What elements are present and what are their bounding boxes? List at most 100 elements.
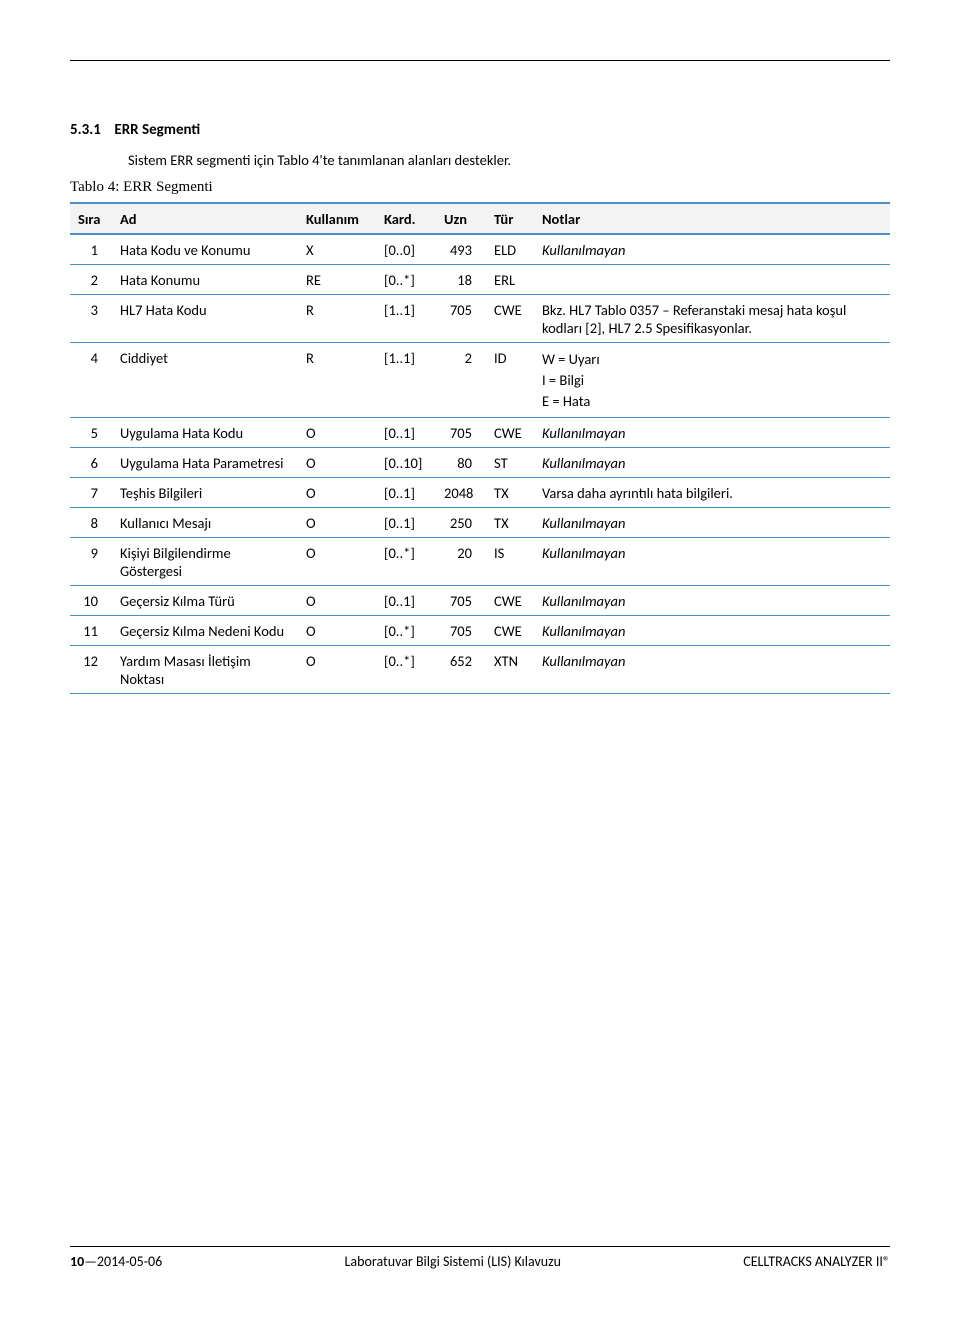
cell-tur: ID <box>486 343 534 418</box>
cell-kard: [0..*] <box>376 265 436 295</box>
cell-uzn: 705 <box>436 295 486 343</box>
footer-center: Laboratuvar Bilgi Sistemi (LIS) Kılavuzu <box>345 1253 561 1270</box>
th-kard: Kard. <box>376 203 436 234</box>
cell-kul: O <box>298 616 376 646</box>
cell-uzn: 80 <box>436 448 486 478</box>
th-notlar: Notlar <box>534 203 890 234</box>
section-intro: Sistem ERR segmenti için Tablo 4'te tanı… <box>128 151 890 169</box>
cell-sira: 4 <box>70 343 112 418</box>
cell-sira: 1 <box>70 234 112 265</box>
table-caption: Tablo 4: ERR Segmenti <box>70 179 890 196</box>
cell-kul: O <box>298 646 376 694</box>
cell-not: Kullanılmayan <box>534 234 890 265</box>
cell-kard: [0..10] <box>376 448 436 478</box>
table-body: 1Hata Kodu ve KonumuX[0..0]493ELDKullanı… <box>70 234 890 694</box>
table-row: 1Hata Kodu ve KonumuX[0..0]493ELDKullanı… <box>70 234 890 265</box>
table-header-row: Sıra Ad Kullanım Kard. Uzn Tür Notlar <box>70 203 890 234</box>
cell-kul: O <box>298 418 376 448</box>
cell-not: Kullanılmayan <box>534 418 890 448</box>
cell-uzn: 2048 <box>436 478 486 508</box>
cell-sira: 9 <box>70 538 112 586</box>
cell-sira: 5 <box>70 418 112 448</box>
cell-sira: 10 <box>70 586 112 616</box>
cell-not: W = UyarıI = BilgiE = Hata <box>534 343 890 418</box>
cell-kul: R <box>298 343 376 418</box>
cell-not: Kullanılmayan <box>534 646 890 694</box>
cell-ad: Ciddiyet <box>112 343 298 418</box>
cell-not: Kullanılmayan <box>534 508 890 538</box>
footer-right: CELLTRACKS ANALYZER II® <box>743 1253 890 1270</box>
cell-ad: Uygulama Hata Parametresi <box>112 448 298 478</box>
table-row: 2Hata KonumuRE[0..*]18ERL <box>70 265 890 295</box>
section-title: ERR Segmenti <box>114 121 200 139</box>
table-row: 5Uygulama Hata KoduO[0..1]705CWEKullanıl… <box>70 418 890 448</box>
cell-uzn: 705 <box>436 616 486 646</box>
cell-not: Kullanılmayan <box>534 448 890 478</box>
cell-uzn: 705 <box>436 418 486 448</box>
th-tur: Tür <box>486 203 534 234</box>
cell-kard: [0..*] <box>376 646 436 694</box>
cell-uzn: 2 <box>436 343 486 418</box>
cell-not <box>534 265 890 295</box>
cell-kul: O <box>298 538 376 586</box>
footer: 10—2014-05-06 Laboratuvar Bilgi Sistemi … <box>70 1246 890 1270</box>
table-row: 9Kişiyi Bilgilendirme GöstergesiO[0..*]2… <box>70 538 890 586</box>
cell-kard: [0..1] <box>376 508 436 538</box>
cell-ad: Kişiyi Bilgilendirme Göstergesi <box>112 538 298 586</box>
th-sira: Sıra <box>70 203 112 234</box>
cell-kul: R <box>298 295 376 343</box>
cell-kul: X <box>298 234 376 265</box>
cell-not: Kullanılmayan <box>534 586 890 616</box>
cell-tur: IS <box>486 538 534 586</box>
cell-uzn: 250 <box>436 508 486 538</box>
cell-ad: Hata Kodu ve Konumu <box>112 234 298 265</box>
cell-uzn: 493 <box>436 234 486 265</box>
cell-kard: [0..1] <box>376 586 436 616</box>
cell-tur: CWE <box>486 586 534 616</box>
cell-tur: ELD <box>486 234 534 265</box>
top-rule <box>70 60 890 61</box>
cell-uzn: 652 <box>436 646 486 694</box>
cell-ad: Yardım Masası İletişim Noktası <box>112 646 298 694</box>
cell-uzn: 18 <box>436 265 486 295</box>
cell-kard: [0..*] <box>376 538 436 586</box>
section-number: 5.3.1 <box>70 121 101 139</box>
cell-tur: TX <box>486 508 534 538</box>
cell-sira: 12 <box>70 646 112 694</box>
cell-ad: Teşhis Bilgileri <box>112 478 298 508</box>
cell-sira: 11 <box>70 616 112 646</box>
cell-tur: ST <box>486 448 534 478</box>
cell-kul: O <box>298 448 376 478</box>
cell-tur: ERL <box>486 265 534 295</box>
cell-uzn: 705 <box>436 586 486 616</box>
th-uzn: Uzn <box>436 203 486 234</box>
cell-ad: Geçersiz Kılma Türü <box>112 586 298 616</box>
cell-kul: O <box>298 508 376 538</box>
cell-tur: XTN <box>486 646 534 694</box>
err-segment-table: Sıra Ad Kullanım Kard. Uzn Tür Notlar 1H… <box>70 202 890 694</box>
th-ad: Ad <box>112 203 298 234</box>
table-row: 7Teşhis BilgileriO[0..1]2048TXVarsa daha… <box>70 478 890 508</box>
cell-kul: O <box>298 586 376 616</box>
cell-ad: Kullanıcı Mesajı <box>112 508 298 538</box>
cell-sira: 3 <box>70 295 112 343</box>
cell-uzn: 20 <box>436 538 486 586</box>
table-row: 4CiddiyetR[1..1]2IDW = UyarıI = BilgiE =… <box>70 343 890 418</box>
cell-tur: CWE <box>486 616 534 646</box>
cell-kul: RE <box>298 265 376 295</box>
cell-kard: [0..1] <box>376 418 436 448</box>
table-row: 6Uygulama Hata ParametresiO[0..10]80STKu… <box>70 448 890 478</box>
footer-date: —2014-05-06 <box>84 1253 162 1270</box>
table-row: 11Geçersiz Kılma Nedeni KoduO[0..*]705CW… <box>70 616 890 646</box>
cell-ad: Geçersiz Kılma Nedeni Kodu <box>112 616 298 646</box>
cell-kard: [1..1] <box>376 295 436 343</box>
section-heading: 5.3.1 ERR Segmenti <box>70 121 890 139</box>
cell-ad: HL7 Hata Kodu <box>112 295 298 343</box>
cell-not: Varsa daha ayrıntılı hata bilgileri. <box>534 478 890 508</box>
page: 5.3.1 ERR Segmenti Sistem ERR segmenti i… <box>0 0 960 694</box>
table-row: 8Kullanıcı MesajıO[0..1]250TXKullanılmay… <box>70 508 890 538</box>
cell-not: Bkz. HL7 Tablo 0357 – Referanstaki mesaj… <box>534 295 890 343</box>
cell-not: Kullanılmayan <box>534 616 890 646</box>
footer-left: 10—2014-05-06 <box>70 1253 162 1270</box>
table-row: 12Yardım Masası İletişim NoktasıO[0..*]6… <box>70 646 890 694</box>
